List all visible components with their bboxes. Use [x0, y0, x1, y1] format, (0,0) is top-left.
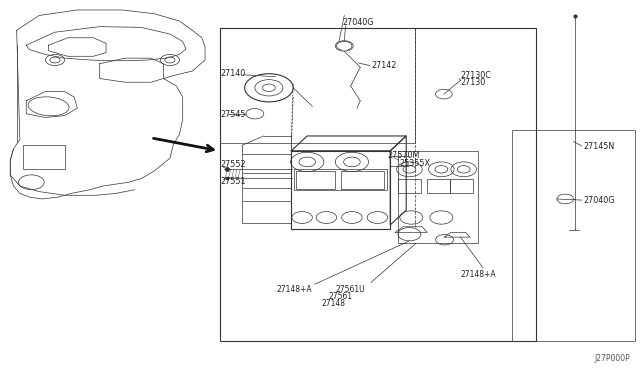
- Text: 27148+A: 27148+A: [276, 285, 312, 294]
- Text: 27142: 27142: [371, 61, 396, 70]
- Text: 27148: 27148: [321, 299, 345, 308]
- Bar: [398, 151, 477, 243]
- Text: 27551: 27551: [220, 177, 246, 186]
- Bar: [220, 28, 536, 341]
- Bar: [23, 145, 65, 169]
- Bar: [398, 179, 421, 193]
- Text: 27148+A: 27148+A: [461, 270, 496, 279]
- Text: 27130: 27130: [461, 78, 486, 87]
- Text: 27140: 27140: [220, 69, 246, 78]
- Text: 27145N: 27145N: [583, 142, 614, 151]
- Bar: [291, 151, 390, 229]
- Bar: [341, 171, 385, 189]
- Bar: [242, 154, 291, 223]
- Text: 27040G: 27040G: [583, 196, 614, 205]
- Text: 27040G: 27040G: [342, 18, 374, 27]
- Text: 25355X: 25355X: [400, 158, 431, 167]
- Text: 27545: 27545: [220, 110, 246, 119]
- Text: J27P000P: J27P000P: [594, 354, 630, 363]
- Text: 27552: 27552: [220, 160, 246, 169]
- Bar: [296, 171, 335, 189]
- Bar: [451, 179, 473, 193]
- Bar: [427, 179, 450, 193]
- Bar: [220, 28, 415, 143]
- Text: 27561: 27561: [329, 292, 353, 301]
- Bar: [511, 130, 635, 341]
- Text: 27561U: 27561U: [336, 285, 365, 294]
- Bar: [294, 169, 387, 190]
- Text: 27130C: 27130C: [461, 71, 492, 80]
- Text: 27570M: 27570M: [387, 151, 419, 160]
